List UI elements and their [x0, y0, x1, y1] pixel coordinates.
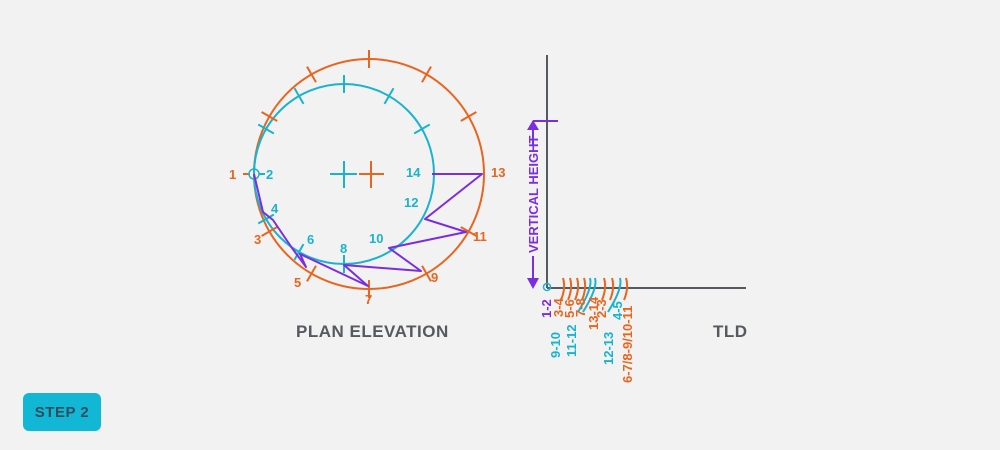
inner-ticks-tick-3 [383, 87, 395, 105]
label-11: 11 [473, 229, 487, 244]
plan-elevation-caption: PLAN ELEVATION [296, 322, 449, 341]
inner-ticks-tick-5 [257, 213, 275, 225]
tld-arc-5 [582, 277, 597, 313]
tld-label-3-4: 3-4 [551, 297, 566, 317]
tld-arc-7 [609, 277, 615, 301]
tld-label-2-3: 2-3 [594, 299, 609, 318]
start-point-marker [248, 168, 260, 180]
tld-arc-2 [574, 277, 580, 301]
tld-label-5-6: 5-6 [562, 299, 577, 318]
tld-arcs [560, 277, 629, 313]
tld-label-12-13: 12-13 [601, 332, 616, 365]
tld-label-13-14: 13-14 [586, 296, 601, 330]
label-7: 7 [365, 292, 372, 307]
label-4: 4 [271, 201, 279, 216]
inner-ticks-tick-0 [257, 123, 275, 135]
arrow-down-icon [527, 278, 539, 289]
tld-arc-1 [567, 277, 573, 301]
label-12: 12 [404, 195, 418, 210]
label-2: 2 [266, 167, 273, 182]
tld-caption: TLD [713, 322, 748, 341]
tld-label-6-7-8-9-10-11: 6-7/8-9/10-11 [620, 306, 635, 383]
inner-circle-ticks [257, 75, 431, 273]
label-14: 14 [406, 165, 421, 180]
label-10: 10 [369, 231, 383, 246]
label-9: 9 [431, 270, 438, 285]
tld-arc-6 [601, 277, 607, 301]
inner-ticks-tick-6 [293, 243, 305, 261]
tld-label-7-8: 7-8 [573, 298, 588, 317]
tld-label-11-12: 11-12 [564, 324, 579, 357]
label-5: 5 [294, 275, 301, 290]
outer-circle-ticks [261, 50, 477, 298]
tld-arc-8 [607, 277, 622, 313]
inner-ticks-tick-1 [293, 87, 305, 105]
tld-origin-marker [542, 282, 552, 292]
tld-arc-4 [577, 277, 592, 313]
inner-center-cross [330, 161, 357, 188]
outer-ticks-tick-1 [306, 66, 317, 83]
tld-arc-9 [623, 277, 629, 301]
outer-ticks-tick-8 [460, 226, 477, 237]
tld-arc-3 [581, 277, 587, 301]
step-2-button[interactable]: STEP 2 [23, 393, 101, 431]
vertical-height-label: VERTICAL HEIGHT [526, 135, 541, 253]
outer-center-cross [359, 161, 384, 188]
arrow-up-icon [527, 120, 539, 130]
tld-label-1-2: 1-2 [539, 299, 554, 318]
outer-ticks-tick-4 [460, 111, 477, 122]
label-13: 13 [491, 165, 505, 180]
inner-ticks-tick-4 [413, 123, 431, 135]
vertical-height-label-bg [523, 146, 543, 256]
true-length-path [253, 173, 483, 287]
outer-ticks-tick-9 [261, 226, 278, 237]
outer-ticks-tick-3 [421, 66, 432, 83]
tld-label-9-10: 9-10 [548, 332, 563, 358]
label-6: 6 [307, 232, 314, 247]
outer-ticks-tick-0 [261, 111, 278, 122]
tld-label-4-5: 4-5 [610, 301, 625, 320]
label-8: 8 [340, 241, 347, 256]
tld-arc-0 [560, 277, 566, 301]
outer-ticks-tick-7 [421, 265, 432, 282]
label-1: 1 [229, 167, 236, 182]
outer-ticks-tick-5 [306, 265, 317, 282]
label-3: 3 [254, 232, 261, 247]
